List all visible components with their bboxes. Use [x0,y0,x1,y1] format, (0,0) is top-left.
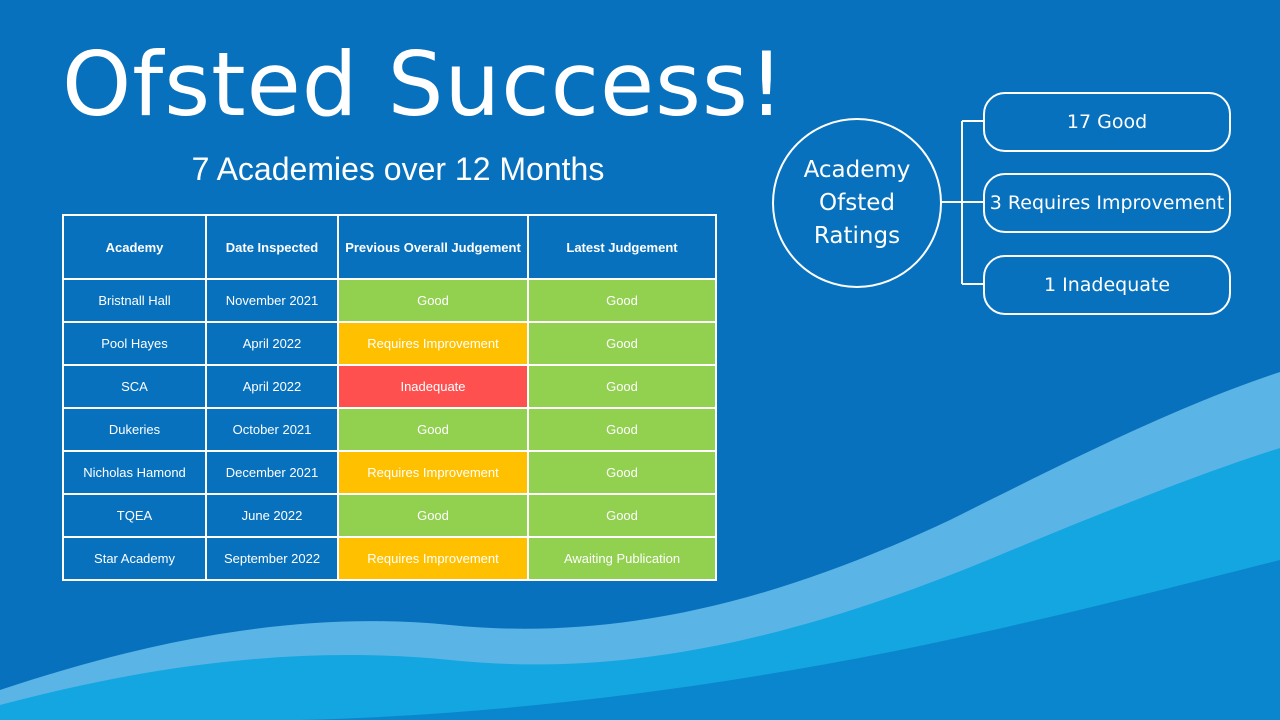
rating-inadequate-box: 1 Inadequate [983,255,1231,315]
date-cell: December 2021 [205,450,339,495]
header-date-inspected: Date Inspected [205,214,339,280]
academy-cell: Nicholas Hamond [62,450,207,495]
table-row: TQEA June 2022 Good Good [62,493,717,538]
academy-cell: Dukeries [62,407,207,452]
previous-judgement-cell: Good [337,278,529,323]
academy-cell: SCA [62,364,207,409]
previous-judgement-cell: Good [337,407,529,452]
previous-judgement-cell: Requires Improvement [337,450,529,495]
date-cell: June 2022 [205,493,339,538]
rating-requires-improvement-box: 3 Requires Improvement [983,173,1231,233]
previous-judgement-cell: Inadequate [337,364,529,409]
academy-cell: Pool Hayes [62,321,207,366]
academy-cell: TQEA [62,493,207,538]
header-previous-judgement: Previous Overall Judgement [337,214,529,280]
table-row: Dukeries October 2021 Good Good [62,407,717,452]
table-header-row: Academy Date Inspected Previous Overall … [62,214,717,280]
previous-judgement-cell: Requires Improvement [337,536,529,581]
latest-judgement-cell: Good [527,321,717,366]
latest-judgement-cell: Good [527,450,717,495]
date-cell: October 2021 [205,407,339,452]
latest-judgement-cell: Good [527,364,717,409]
academy-cell: Bristnall Hall [62,278,207,323]
latest-judgement-cell: Good [527,493,717,538]
date-cell: April 2022 [205,321,339,366]
header-academy: Academy [62,214,207,280]
slide-title: Ofsted Success! [62,33,786,136]
rating-good-box: 17 Good [983,92,1231,152]
ratings-hub-circle: Academy Ofsted Ratings [772,118,942,288]
date-cell: September 2022 [205,536,339,581]
latest-judgement-cell: Awaiting Publication [527,536,717,581]
inspection-table: Academy Date Inspected Previous Overall … [62,214,717,581]
previous-judgement-cell: Requires Improvement [337,321,529,366]
date-cell: April 2022 [205,364,339,409]
table-row: Bristnall Hall November 2021 Good Good [62,278,717,323]
date-cell: November 2021 [205,278,339,323]
latest-judgement-cell: Good [527,278,717,323]
previous-judgement-cell: Good [337,493,529,538]
table-row: Star Academy September 2022 Requires Imp… [62,536,717,581]
latest-judgement-cell: Good [527,407,717,452]
academy-cell: Star Academy [62,536,207,581]
table-row: Pool Hayes April 2022 Requires Improveme… [62,321,717,366]
header-latest-judgement: Latest Judgement [527,214,717,280]
table-row: SCA April 2022 Inadequate Good [62,364,717,409]
slide-subtitle: 7 Academies over 12 Months [191,151,605,187]
table-row: Nicholas Hamond December 2021 Requires I… [62,450,717,495]
